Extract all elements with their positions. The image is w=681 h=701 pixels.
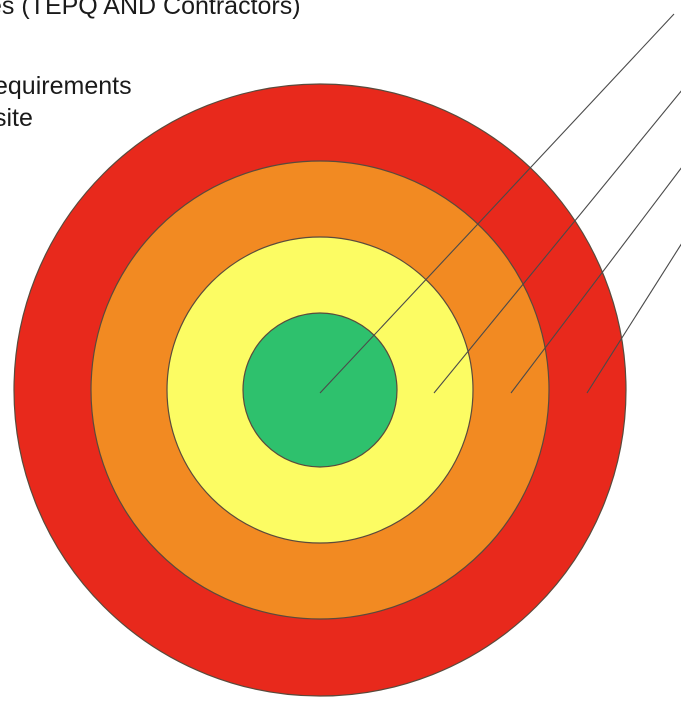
leader-line-third [433,90,681,394]
leader-line-outer [586,243,681,394]
leader-line-second [510,167,681,394]
title-text: es (TEPQ AND Contractors) [0,0,301,20]
leader-line-center [319,13,675,394]
center-circle [242,312,398,468]
requirements-text: equirements [0,72,132,100]
site-text: site [0,104,33,132]
